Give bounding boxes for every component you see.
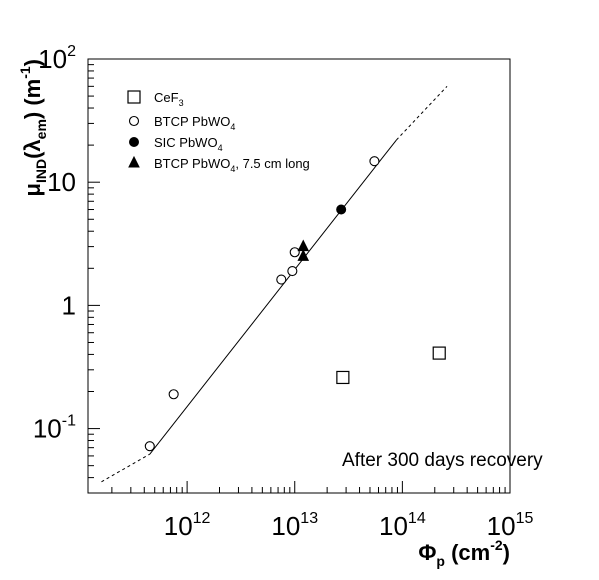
y-axis-label: μIND(λem) (m-1) [17,59,49,197]
legend-label: BTCP PbWO4 [154,114,235,132]
data-point-filled-triangle [297,239,310,252]
data-point-open-square [336,370,350,385]
data-point-open-square [432,346,446,360]
x-axis-label: Φp (cm-2) [418,537,510,569]
annotation-text: After 300 days recovery [342,450,543,471]
y-tick-label: 1 [62,290,76,320]
legend-marker-open-circle [128,115,140,127]
y-tick-label: 10 [47,167,76,197]
legend-label: SIC PbWO4 [154,135,223,153]
data-point-open-circle [144,441,155,452]
legend-marker-filled-triangle [128,155,140,168]
y-tick-label: 102 [38,43,76,74]
data-point-open-circle [287,265,298,277]
fit-line-solid [149,139,397,455]
data-point-filled-triangle [297,249,310,261]
legend-label: CeF3 [154,90,184,108]
data-point-open-circle [168,389,179,400]
data-point-open-circle [289,247,300,258]
fit-line-dashed-high [396,85,448,141]
plot-frame [87,58,511,494]
fit-line-dashed-low [101,453,151,483]
x-tick-label: 1014 [379,510,426,541]
legend: CeF3 BTCP PbWO4 SIC PbWO4 BTCP PbWO4, 7.5 c… [127,90,310,174]
legend-label: BTCP PbWO4, 7.5 cm long [154,156,310,174]
data-point-filled-circle [336,204,347,215]
data-points [144,156,446,452]
legend-marker-filled-circle [129,137,139,147]
axis-ticks: 1012 1013 1014 1015 10-1 1 10 102 [33,43,534,541]
fit-line [101,85,448,483]
x-tick-label: 1013 [271,510,318,541]
data-point-open-circle [369,156,380,167]
data-point-open-circle [276,274,287,285]
x-tick-label: 1012 [164,510,211,541]
x-tick-label: 1015 [487,510,534,541]
legend-marker-open-square [127,90,141,104]
y-tick-label: 10-1 [33,413,76,444]
axis-labels: Φp (cm-2) μIND(λem) (m-1) [17,59,510,569]
